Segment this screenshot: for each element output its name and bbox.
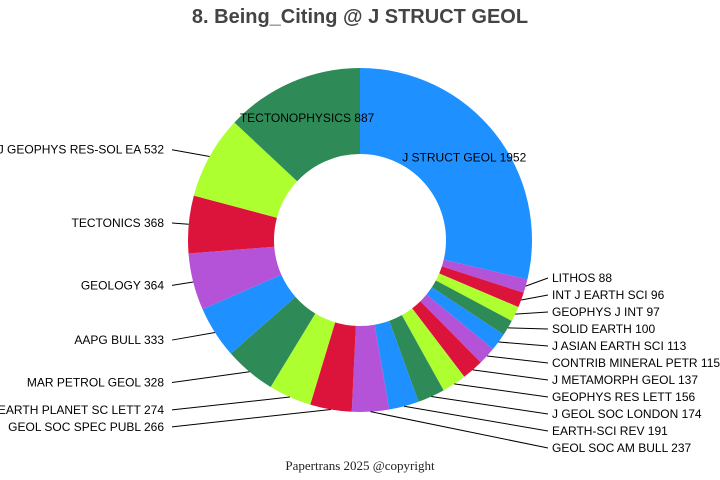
label-geophys-j-int: GEOPHYS J INT 97 <box>552 305 660 319</box>
slice-geol-soc-am-bull <box>351 324 390 412</box>
slice-lithos <box>441 259 528 293</box>
label-aapg-bull: AAPG BULL 333 <box>74 333 164 347</box>
label-geophys-res-lett: GEOPHYS RES LETT 156 <box>552 390 695 404</box>
slice-geophys-res-lett <box>401 308 465 391</box>
leader-j-metamorph-geol <box>472 369 549 381</box>
leader-solid-earth <box>507 327 549 330</box>
slice-geology <box>188 246 282 310</box>
slice-earth-sci-rev <box>374 320 419 410</box>
slice-j-struct-geol <box>360 68 532 280</box>
leader-lithos <box>525 277 549 287</box>
copyright-footer: Papertrans 2025 @copyright <box>285 458 435 473</box>
leader-tectonics <box>171 222 189 225</box>
slice-j-geophys-res-sol-ea <box>193 122 298 218</box>
slice-aapg-bull <box>202 274 296 354</box>
leader-j-geol-soc-london <box>431 396 549 415</box>
leader-geophys-j-int <box>515 311 549 315</box>
label-j-asian-earth-sci: J ASIAN EARTH SCI 113 <box>552 339 687 353</box>
label-tectonophysics: TECTONOPHYSICS 887 <box>240 111 375 125</box>
label-earth-sci-rev: EARTH-SCI REV 191 <box>552 424 668 438</box>
leader-earth-planet-sc-lett <box>171 396 290 411</box>
chart-title: 8. Being_Citing @ J STRUCT GEOL <box>191 6 529 28</box>
slice-int-j-earth-sci <box>439 266 524 308</box>
leader-int-j-earth-sci <box>521 294 549 301</box>
leader-contrib-mineral-petr <box>486 355 549 364</box>
slice-earth-planet-sc-lett <box>270 313 336 405</box>
label-j-geol-soc-london: J GEOL SOC LONDON 174 <box>552 407 702 421</box>
slice-geophys-j-int <box>435 273 519 321</box>
leader-aapg-bull <box>171 332 216 341</box>
label-geol-soc-am-bull: GEOL SOC AM BULL 237 <box>552 441 691 455</box>
slice-contrib-mineral-petr <box>420 294 494 363</box>
label-solid-earth: SOLID EARTH 100 <box>552 322 655 336</box>
label-lithos: LITHOS 88 <box>552 271 612 285</box>
leader-mar-petrol-geol <box>171 371 250 384</box>
slice-j-metamorph-geol <box>412 301 481 377</box>
slice-mar-petrol-geol <box>230 296 316 387</box>
leader-earth-sci-rev <box>403 405 549 432</box>
label-int-j-earth-sci: INT J EARTH SCI 96 <box>552 288 665 302</box>
leader-geology <box>171 281 194 286</box>
slice-j-asian-earth-sci <box>426 287 504 350</box>
label-geology: GEOLOGY 364 <box>81 278 164 292</box>
leader-geophys-res-lett <box>454 383 549 398</box>
slice-solid-earth <box>431 280 512 335</box>
label-j-geophys-res-sol-ea: J GEOPHYS RES-SOL EA 532 <box>0 143 164 157</box>
label-geol-soc-spec-publ: GEOL SOC SPEC PUBL 266 <box>8 420 164 434</box>
label-j-metamorph-geol: J METAMORPH GEOL 137 <box>552 373 698 387</box>
leader-j-geophys-res-sol-ea <box>171 149 210 158</box>
slice-geol-soc-spec-publ <box>310 322 356 412</box>
slice-tectonophysics <box>234 68 360 182</box>
label-contrib-mineral-petr: CONTRIB MINERAL PETR 115 <box>552 356 720 370</box>
label-earth-planet-sc-lett: EARTH PLANET SC LETT 274 <box>0 403 164 417</box>
leader-geol-soc-spec-publ <box>171 409 331 428</box>
leader-geol-soc-am-bull <box>370 411 549 449</box>
leader-j-asian-earth-sci <box>498 341 549 347</box>
label-j-struct-geol: J STRUCT GEOL 1952 <box>402 150 526 164</box>
label-mar-petrol-geol: MAR PETROL GEOL 328 <box>27 376 164 390</box>
slice-j-geol-soc-london <box>389 315 444 402</box>
label-tectonics: TECTONICS 368 <box>72 216 165 230</box>
slice-tectonics <box>188 195 277 254</box>
